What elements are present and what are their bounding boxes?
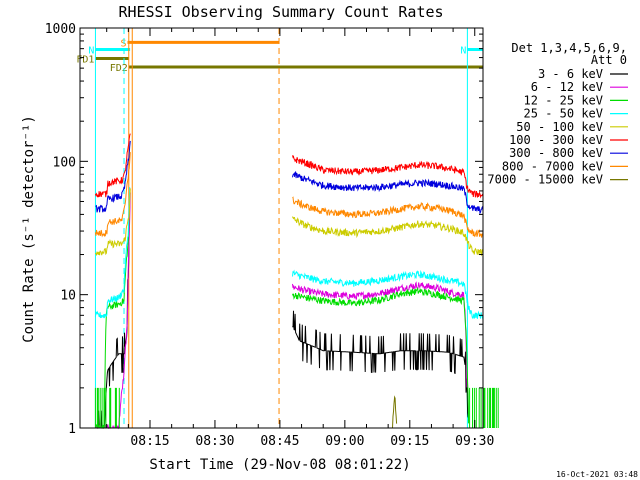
legend-label: 800 - 7000 keV [502, 159, 603, 173]
legend-label: 50 - 100 keV [516, 120, 603, 134]
legend-label: 7000 - 15000 keV [487, 173, 603, 187]
series-line-50-100-kev [94, 188, 131, 257]
series-layer [94, 133, 499, 430]
y-tick-label: 1 [68, 422, 76, 437]
legend-label: 300 - 800 keV [509, 146, 603, 160]
legend-title-line-1: Det 1,3,4,5,6,9, [511, 41, 627, 55]
series-line-800-7000-kev [292, 196, 484, 239]
x-tick-label: 09:30 [455, 434, 494, 449]
x-tick-label: 08:45 [260, 434, 299, 449]
series-line-6-12-kev [292, 281, 468, 388]
series-line-12-25-kev [292, 286, 470, 424]
series-line-800-7000-kev [94, 152, 131, 238]
event-lines-layer [94, 28, 484, 428]
series-line-300-800-kev [95, 140, 131, 213]
axes-layer: 08:15 08:30 08:45 09:00 09:15 09:30 1 10 100 1000 [45, 22, 495, 449]
series-noise-12-25-kev [469, 387, 499, 428]
series-line-12-25-kev [94, 195, 131, 430]
legend-label: 100 - 300 keV [509, 133, 603, 147]
x-tick-label: 08:30 [195, 434, 234, 449]
legend-label: 25 - 50 keV [524, 107, 603, 121]
y-tick-label: 10 [60, 289, 76, 304]
plot-frame [79, 27, 484, 429]
y-tick-label: 1000 [45, 22, 76, 37]
series-line-100-300-kev [94, 133, 131, 198]
series-line-3-6-kev [292, 310, 469, 418]
flag-label-fd2: FD2 [110, 63, 128, 74]
chart-title: RHESSI Observing Summary Count Rates [118, 3, 443, 21]
series-line-300-800-kev [292, 170, 484, 215]
x-tick-label: 09:15 [390, 434, 429, 449]
legend-label: 3 - 6 keV [538, 67, 603, 81]
flag-label-n: N [460, 45, 466, 56]
legend-label: 6 - 12 keV [531, 80, 603, 94]
series-line-100-300-kev [292, 155, 484, 199]
x-tick-label: 08:15 [130, 434, 169, 449]
series-line-25-50-kev [292, 269, 484, 320]
legend-label: 12 - 25 keV [524, 93, 603, 107]
flag-label-s: S [120, 38, 126, 49]
flag-label-fd1: FD1 [76, 55, 94, 66]
generation-timestamp: 16-Oct-2021 03:48 [556, 470, 638, 479]
y-tick-label: 100 [53, 155, 76, 170]
series-line-25-50-kev [94, 187, 131, 319]
x-tick-label: 09:00 [325, 434, 364, 449]
flag-label-n: N [88, 45, 94, 56]
series-noise-12-25-kev [94, 387, 120, 428]
series-line-7000-15000-kev [392, 395, 398, 429]
series-line-50-100-kev [292, 216, 484, 257]
x-axis-label: Start Time (29-Nov-08 08:01:22) [149, 457, 410, 473]
y-axis-label: Count Rate (s⁻¹ detector⁻¹) [21, 115, 37, 343]
legend-title-line-2: Att 0 [591, 53, 627, 67]
